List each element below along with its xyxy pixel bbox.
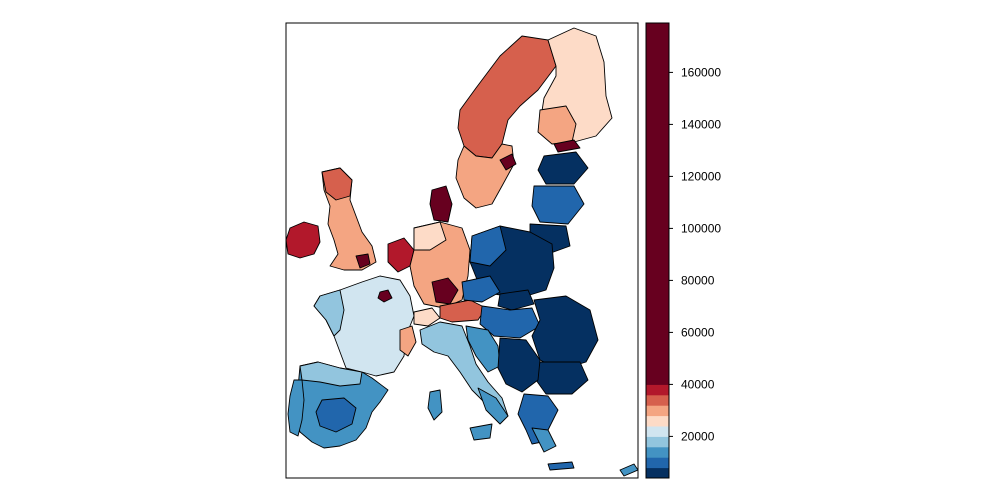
region-slovenia-croatia[interactable] <box>465 325 501 373</box>
legend-bin-9 <box>646 23 669 385</box>
region-portugal[interactable] <box>287 379 305 437</box>
region-germany-north[interactable] <box>413 221 447 251</box>
region-cyprus[interactable] <box>619 463 638 477</box>
legend-bin-0 <box>646 467 669 479</box>
legend-tick-label: 80000 <box>681 273 715 287</box>
region-spain-central[interactable] <box>315 397 357 433</box>
region-denmark[interactable] <box>429 185 453 223</box>
region-italy-south[interactable] <box>477 387 509 425</box>
legend-tick-label: 20000 <box>681 429 715 443</box>
region-ireland[interactable] <box>286 221 321 259</box>
legend-tick-label: 60000 <box>681 325 715 339</box>
region-crete[interactable] <box>547 461 575 471</box>
legend-tick-label: 120000 <box>681 169 721 183</box>
region-poland-west[interactable] <box>469 225 507 267</box>
region-czechia[interactable] <box>461 275 501 303</box>
region-paris[interactable] <box>377 289 393 303</box>
region-sardinia[interactable] <box>427 389 443 421</box>
region-latvia[interactable] <box>531 185 585 225</box>
region-spain-north[interactable] <box>299 361 363 387</box>
legend-tick-label: 160000 <box>681 65 721 79</box>
legend-tick-label: 140000 <box>681 117 721 131</box>
region-estonia[interactable] <box>537 151 589 185</box>
region-helsinki[interactable] <box>553 139 581 153</box>
legend-bin-1 <box>646 457 669 469</box>
legend-tick-label: 100000 <box>681 221 721 235</box>
legend-bin-7 <box>646 394 669 406</box>
color-scale-legend <box>646 23 669 479</box>
legend-bin-4 <box>646 426 669 437</box>
region-london[interactable] <box>355 253 371 269</box>
region-france-east[interactable] <box>399 325 417 357</box>
region-france-west[interactable] <box>313 289 345 337</box>
region-greece-south[interactable] <box>531 427 557 453</box>
legend-bin-6 <box>646 405 669 417</box>
europe-map <box>286 27 638 477</box>
region-slovakia[interactable] <box>497 289 535 311</box>
region-scotland[interactable] <box>321 167 353 201</box>
region-balkans[interactable] <box>497 337 541 393</box>
region-hungary[interactable] <box>479 305 541 339</box>
legend-bin-8 <box>646 384 669 396</box>
region-germany-south[interactable] <box>431 277 459 305</box>
region-switzerland[interactable] <box>413 307 441 327</box>
color-scale-ticks: 20000 40000 60000 80000 100000 120000 140000 16… <box>669 65 721 443</box>
region-sweden[interactable] <box>455 143 515 209</box>
legend-bin-3 <box>646 436 669 448</box>
legend-bin-5 <box>646 415 669 427</box>
region-sicily[interactable] <box>469 423 493 441</box>
legend-tick-label: 40000 <box>681 377 715 391</box>
region-stockholm[interactable] <box>499 153 517 171</box>
color-scale-frame <box>645 22 670 479</box>
legend-bin-2 <box>646 446 669 458</box>
